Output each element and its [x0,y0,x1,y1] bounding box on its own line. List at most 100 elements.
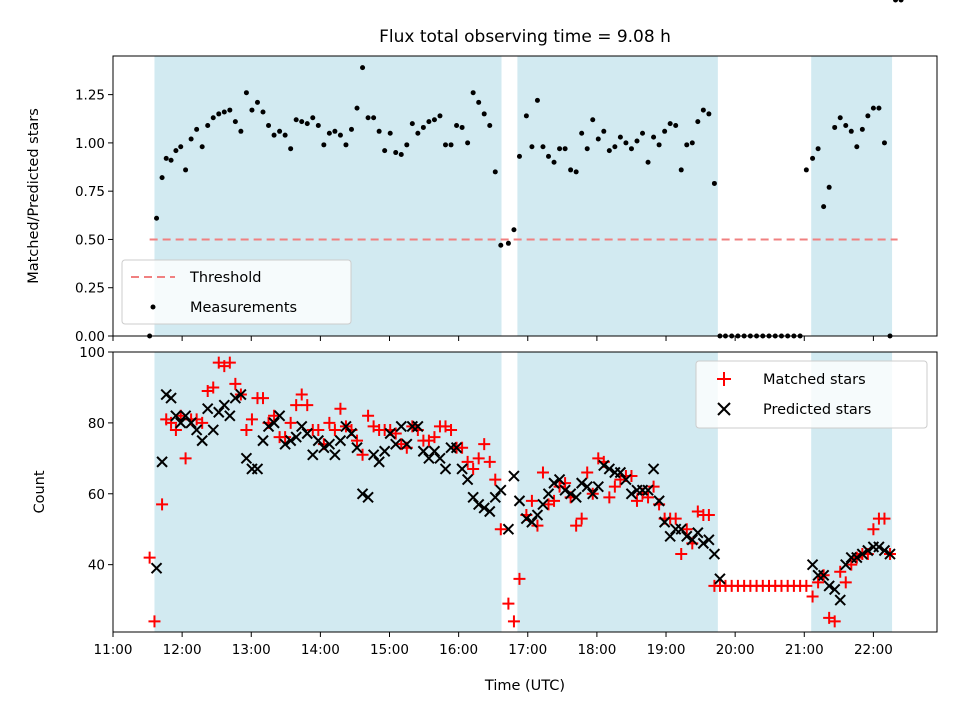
predicted-star-point [279,438,291,450]
measurement-point [848,128,854,134]
measurement-point [481,111,487,117]
matched-star-point [834,565,847,578]
measurement-point [371,115,377,121]
predicted-star-point [856,548,869,560]
predicted-star-point [570,491,582,504]
matched-star-point [165,416,178,429]
measurement-point [277,128,283,134]
measurement-point [678,167,684,173]
measurement-point [288,146,294,152]
matched-star-point [630,494,643,507]
predicted-star-point [581,480,593,493]
measurement-point [623,140,629,146]
predicted-star-point [213,406,225,418]
measurement-point [404,142,410,148]
matched-star-point [295,388,308,401]
measurement-point [695,119,701,125]
predicted-star-point [614,466,627,479]
matched-star-point [196,416,209,429]
bottom-shaded-intervals [154,352,893,632]
predicted-star-point [296,420,308,433]
measurement-point [546,153,552,159]
measurement-point [557,146,563,152]
x-tick-label: 16:00 [439,642,478,658]
predicted-star-point [553,473,566,486]
predicted-star-point [884,548,896,560]
measurement-point [511,227,517,233]
x-tick-label: 21:00 [785,642,824,658]
measurement-point [651,134,657,140]
matched-star-point [290,399,303,412]
predicted-star-point [873,541,885,553]
predicted-star-point [356,488,369,500]
matched-star-point [806,590,819,603]
predicted-star-point [647,463,660,475]
measurement-point [832,124,838,130]
predicted-star-point [284,434,297,447]
predicted-star-point [851,551,863,564]
measurement-point [810,155,816,161]
matched-star-point [839,576,852,589]
predicted-star-point [697,537,710,550]
predicted-star-point [878,544,891,557]
measurement-point [826,184,832,190]
measurement-point [173,148,179,154]
x-tick-label: 11:00 [94,642,133,658]
measurement-point [579,130,585,136]
predicted-star-point [526,516,538,528]
matched-star-point [351,434,364,447]
predicted-star-point [179,410,192,422]
measurement-point [310,115,316,121]
measurement-point [454,123,460,129]
predicted-star-point [334,434,347,447]
measurement-point [628,146,634,152]
y-tick-label: 80 [88,416,105,432]
matched-star-point [845,558,858,571]
x-tick-label: 14:00 [301,642,340,658]
matched-star-point [467,462,480,475]
predicted-star-point [681,530,693,543]
predicted-star-point [575,477,588,489]
bottom-y-ticks: 40 60 80 100 [79,345,113,574]
predicted-star-point [653,495,665,507]
predicted-star-point [201,403,214,415]
predicted-star-point [196,434,208,447]
predicted-star-point [484,505,496,518]
measurement-point [398,151,404,157]
measurement-point [606,148,612,154]
predicted-star-point [542,488,555,500]
measurement-point [876,105,882,111]
matched-star-point [675,548,688,561]
legend-measurements-label: Measurements [190,300,297,316]
predicted-star-point [592,480,604,493]
bottom-x-ticks: 11:00 12:00 13:00 14:00 15:00 16:00 17:00 18:00… [94,632,893,658]
matched-star-point [702,509,715,522]
predicted-star-point [548,477,560,489]
matched-star-point [356,448,369,461]
y-tick-label: 0.25 [75,281,105,297]
measurement-point [476,99,482,105]
matched-star-point [245,413,258,426]
measurement-point [282,132,288,138]
matched-star-point [581,466,594,479]
predicted-star-point [301,427,313,440]
measurement-point [321,142,327,148]
measurement-point [656,142,662,148]
predicted-star-point [262,420,275,433]
predicted-star-point [692,527,704,539]
predicted-star-point [318,441,330,454]
measurement-point [216,111,222,117]
top-legend: Threshold Measurements [121,259,352,325]
measurement-point [700,107,706,113]
measurement-point [551,159,557,165]
matched-star-point [525,494,538,507]
x-tick-label: 15:00 [370,642,409,658]
matched-star-point [445,423,458,436]
x-tick-label: 19:00 [647,642,686,658]
matched-star-point [456,441,469,454]
predicted-star-point [461,473,474,486]
predicted-star-point [340,420,352,433]
measurement-point [210,115,216,121]
matched-star-point [143,551,156,564]
matched-star-point [323,416,336,429]
